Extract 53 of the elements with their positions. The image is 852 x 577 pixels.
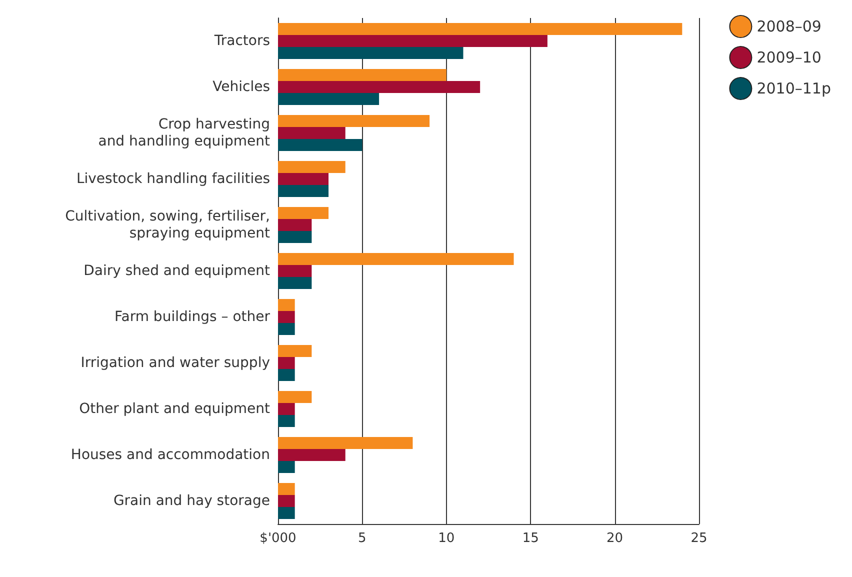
bar — [278, 23, 682, 36]
y-tick-label: Dairy shed and equipment — [84, 263, 270, 279]
legend-label: 2010–11p — [756, 80, 832, 98]
y-tick-label: Irrigation and water supply — [80, 355, 270, 371]
bar — [278, 161, 346, 174]
bar — [278, 35, 548, 47]
bar — [278, 483, 295, 496]
bar — [278, 357, 295, 369]
bar — [278, 184, 329, 197]
y-tick-label: Other plant and equipment — [79, 401, 271, 417]
bar — [278, 115, 430, 128]
y-tick-label: Grain and hay storage — [113, 493, 270, 509]
bar — [278, 391, 312, 404]
bar — [278, 138, 362, 151]
y-tick-label: Tractors — [213, 33, 270, 49]
bar — [278, 173, 329, 185]
bar — [278, 368, 295, 381]
bar — [278, 460, 295, 473]
x-tick-label: 15 — [522, 531, 539, 546]
x-tick-label: 10 — [438, 531, 455, 546]
x-tick-label: 20 — [606, 531, 624, 546]
bar — [278, 92, 380, 105]
bar — [278, 230, 312, 243]
bar — [278, 69, 446, 82]
bar — [278, 265, 312, 277]
y-tick-label: Crop harvesting and handling equipment — [98, 116, 270, 150]
y-tick-label: Houses and accommodation — [70, 447, 270, 463]
x-tick-label: 25 — [690, 531, 708, 546]
bar — [278, 311, 295, 323]
bar — [278, 253, 514, 266]
bar — [278, 219, 312, 231]
y-tick-label: Vehicles — [212, 79, 270, 95]
y-tick-label: Cultivation, sowing, fertiliser, spraying equipment — [65, 208, 270, 242]
bar — [278, 403, 295, 415]
bar — [278, 495, 295, 507]
bar — [278, 81, 480, 93]
bar — [278, 506, 295, 519]
bar — [278, 276, 312, 289]
bar — [278, 127, 346, 139]
legend-label: 2008–09 — [756, 18, 822, 36]
y-tick-label: Livestock handling facilities — [76, 171, 270, 187]
bar — [278, 437, 413, 450]
bar — [278, 299, 295, 312]
x-tick-label: 5 — [358, 531, 366, 546]
bar — [278, 207, 329, 220]
legend-label: 2009–10 — [756, 48, 822, 66]
bar — [278, 414, 295, 427]
bar — [278, 46, 464, 59]
x-tick-label: $'000 — [260, 531, 296, 546]
y-tick-label: Farm buildings – other — [114, 309, 270, 325]
bar — [278, 345, 312, 358]
bar — [278, 449, 346, 461]
bar — [278, 322, 295, 335]
